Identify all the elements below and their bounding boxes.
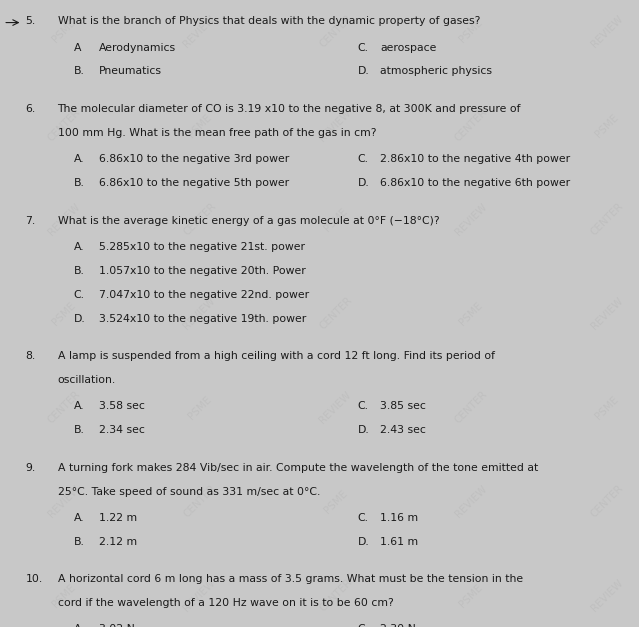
Text: PSME: PSME — [186, 112, 213, 139]
Text: REVIEW: REVIEW — [46, 202, 82, 237]
Text: 3.85 sec: 3.85 sec — [380, 401, 426, 411]
Text: A lamp is suspended from a high ceiling with a cord 12 ft long. Find its period : A lamp is suspended from a high ceiling … — [58, 351, 495, 361]
Text: 2.34 sec: 2.34 sec — [99, 425, 145, 435]
Text: A.: A. — [73, 624, 84, 627]
Text: D.: D. — [358, 537, 369, 547]
Text: PSME: PSME — [594, 112, 620, 139]
Text: B.: B. — [73, 425, 84, 435]
Text: REVIEW: REVIEW — [182, 14, 217, 49]
Text: 1.22 m: 1.22 m — [99, 513, 137, 523]
Text: REVIEW: REVIEW — [589, 578, 625, 613]
Text: D.: D. — [358, 425, 369, 435]
Text: CENTER: CENTER — [318, 295, 353, 332]
Text: 9.: 9. — [26, 463, 36, 473]
Text: Pneumatics: Pneumatics — [99, 66, 162, 76]
Text: C.: C. — [358, 401, 369, 411]
Text: CENTER: CENTER — [46, 389, 82, 426]
Text: D.: D. — [358, 66, 369, 76]
Text: 2.43 sec: 2.43 sec — [380, 425, 426, 435]
Text: PSME: PSME — [50, 18, 77, 45]
Text: CENTER: CENTER — [453, 107, 489, 144]
Text: CENTER: CENTER — [181, 483, 218, 520]
Text: 5.285x10 to the negative 21st. power: 5.285x10 to the negative 21st. power — [99, 242, 305, 252]
Text: REVIEW: REVIEW — [318, 108, 353, 143]
Text: 25°C. Take speed of sound as 331 m/sec at 0°C.: 25°C. Take speed of sound as 331 m/sec a… — [58, 487, 320, 497]
Text: B.: B. — [73, 537, 84, 547]
Text: B.: B. — [73, 178, 84, 188]
Text: C.: C. — [73, 290, 84, 300]
Text: CENTER: CENTER — [453, 389, 489, 426]
Text: PSME: PSME — [458, 582, 485, 609]
Text: 7.047x10 to the negative 22nd. power: 7.047x10 to the negative 22nd. power — [99, 290, 309, 300]
Text: CENTER: CENTER — [589, 483, 625, 520]
Text: 2.12 m: 2.12 m — [99, 537, 137, 547]
Text: What is the average kinetic energy of a gas molecule at 0°F (−18°C)?: What is the average kinetic energy of a … — [58, 216, 439, 226]
Text: 6.: 6. — [26, 104, 36, 114]
Text: 2.30 N: 2.30 N — [380, 624, 416, 627]
Text: A horizontal cord 6 m long has a mass of 3.5 grams. What must be the tension in : A horizontal cord 6 m long has a mass of… — [58, 574, 523, 584]
Text: REVIEW: REVIEW — [589, 296, 625, 331]
Text: 6.86x10 to the negative 5th power: 6.86x10 to the negative 5th power — [99, 178, 289, 188]
Text: aerospace: aerospace — [380, 43, 436, 53]
Text: 3.524x10 to the negative 19th. power: 3.524x10 to the negative 19th. power — [99, 314, 306, 324]
Text: PSME: PSME — [50, 300, 77, 327]
Text: 1.057x10 to the negative 20th. Power: 1.057x10 to the negative 20th. Power — [99, 266, 306, 276]
Text: C.: C. — [358, 43, 369, 53]
Text: 6.86x10 to the negative 3rd power: 6.86x10 to the negative 3rd power — [99, 154, 289, 164]
Text: CENTER: CENTER — [318, 577, 353, 614]
Text: A.: A. — [73, 513, 84, 523]
Text: C.: C. — [358, 513, 369, 523]
Text: PSME: PSME — [594, 394, 620, 421]
Text: atmospheric physics: atmospheric physics — [380, 66, 492, 76]
Text: REVIEW: REVIEW — [182, 296, 217, 331]
Text: 3.58 sec: 3.58 sec — [99, 401, 145, 411]
Text: PSME: PSME — [322, 206, 349, 233]
Text: CENTER: CENTER — [181, 201, 218, 238]
Text: PSME: PSME — [50, 582, 77, 609]
Text: What is the branch of Physics that deals with the dynamic property of gases?: What is the branch of Physics that deals… — [58, 16, 480, 26]
Text: PSME: PSME — [458, 300, 485, 327]
Text: REVIEW: REVIEW — [454, 202, 489, 237]
Text: PSME: PSME — [322, 488, 349, 515]
Text: 7.: 7. — [26, 216, 36, 226]
Text: D.: D. — [358, 178, 369, 188]
Text: 8.: 8. — [26, 351, 36, 361]
Text: CENTER: CENTER — [46, 107, 82, 144]
Text: PSME: PSME — [186, 394, 213, 421]
Text: REVIEW: REVIEW — [454, 484, 489, 519]
Text: 5.: 5. — [26, 16, 36, 26]
Text: C.: C. — [358, 624, 369, 627]
Text: CENTER: CENTER — [318, 13, 353, 50]
Text: 10.: 10. — [26, 574, 43, 584]
Text: A: A — [73, 43, 81, 53]
Text: B.: B. — [73, 66, 84, 76]
Text: Aerodynamics: Aerodynamics — [99, 43, 176, 53]
Text: 1.61 m: 1.61 m — [380, 537, 419, 547]
Text: cord if the wavelength of a 120 Hz wave on it is to be 60 cm?: cord if the wavelength of a 120 Hz wave … — [58, 598, 393, 608]
Text: REVIEW: REVIEW — [182, 578, 217, 613]
Text: REVIEW: REVIEW — [589, 14, 625, 49]
Text: oscillation.: oscillation. — [58, 375, 116, 385]
Text: PSME: PSME — [458, 18, 485, 45]
Text: 6.86x10 to the negative 6th power: 6.86x10 to the negative 6th power — [380, 178, 571, 188]
Text: CENTER: CENTER — [589, 201, 625, 238]
Text: B.: B. — [73, 266, 84, 276]
Text: 100 mm Hg. What is the mean free path of the gas in cm?: 100 mm Hg. What is the mean free path of… — [58, 128, 376, 138]
Text: D.: D. — [73, 314, 85, 324]
Text: A turning fork makes 284 Vib/sec in air. Compute the wavelength of the tone emit: A turning fork makes 284 Vib/sec in air.… — [58, 463, 538, 473]
Text: 2.86x10 to the negative 4th power: 2.86x10 to the negative 4th power — [380, 154, 571, 164]
Text: 1.16 m: 1.16 m — [380, 513, 419, 523]
Text: The molecular diameter of CO is 3.19 x10 to the negative 8, at 300K and pressure: The molecular diameter of CO is 3.19 x10… — [58, 104, 521, 114]
Text: REVIEW: REVIEW — [318, 390, 353, 425]
Text: A.: A. — [73, 401, 84, 411]
Text: A.: A. — [73, 242, 84, 252]
Text: C.: C. — [358, 154, 369, 164]
Text: REVIEW: REVIEW — [46, 484, 82, 519]
Text: A.: A. — [73, 154, 84, 164]
Text: 3.02 N: 3.02 N — [99, 624, 135, 627]
